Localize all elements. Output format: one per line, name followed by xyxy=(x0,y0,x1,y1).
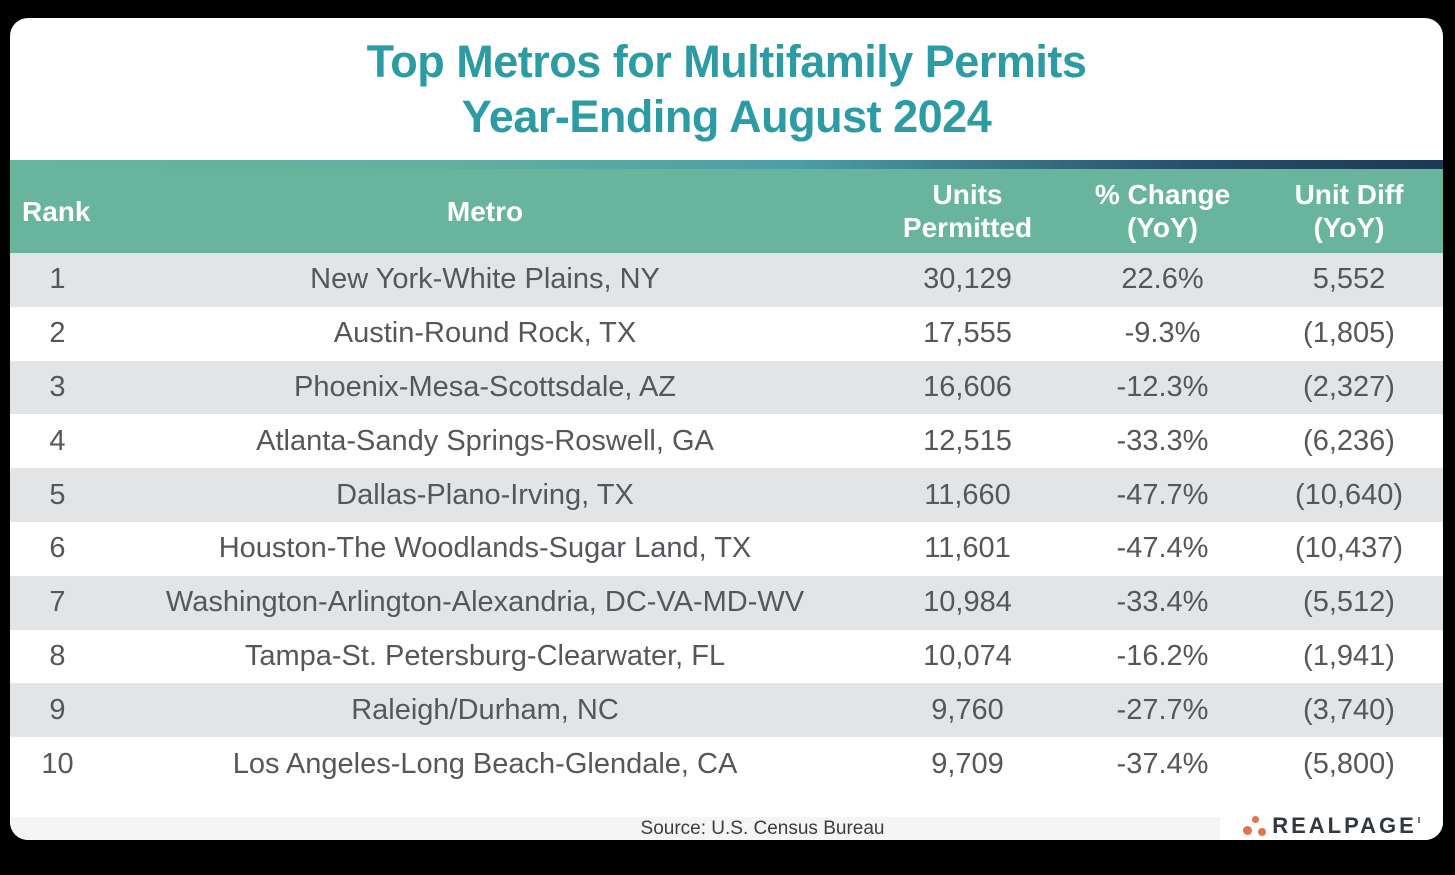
logo-dot-top xyxy=(1252,815,1260,823)
cell-rank: 7 xyxy=(49,586,66,619)
page-title: Top Metros for Multifamily Permits Year-… xyxy=(10,18,1443,160)
column-header-change-line2: (YoY) xyxy=(1126,212,1199,243)
cell-rank: 8 xyxy=(49,639,66,672)
cell-unit-diff: (5,800) xyxy=(1303,747,1395,780)
cell-rank: 9 xyxy=(49,693,66,726)
cell-pct-change: -33.3% xyxy=(1116,424,1209,457)
logo-dot-bottom-left xyxy=(1243,825,1253,835)
cell-units-permitted: 17,555 xyxy=(923,317,1012,350)
cell-unit-diff: (1,805) xyxy=(1303,317,1395,350)
column-header-units-permitted: Units Permitted xyxy=(865,178,1070,244)
column-header-unit-diff: Unit Diff (YoY) xyxy=(1255,178,1443,244)
cell-units-permitted: 11,601 xyxy=(924,532,1011,565)
cell-pct-change: -12.3% xyxy=(1116,370,1209,403)
title-line-2: Year-Ending August 2024 xyxy=(461,91,992,142)
cell-metro: Tampa-St. Petersburg-Clearwater, FL xyxy=(244,639,726,672)
cell-metro: Dallas-Plano-Irving, TX xyxy=(336,478,634,511)
cell-pct-change: -33.4% xyxy=(1116,586,1209,619)
infographic-card: Top Metros for Multifamily Permits Year-… xyxy=(10,18,1443,840)
cell-pct-change: -47.4% xyxy=(1116,532,1209,565)
cell-units-permitted: 9,709 xyxy=(931,747,1004,780)
table-row: 3 Phoenix-Mesa-Scottsdale, AZ 16,606 -12… xyxy=(10,360,1443,415)
cell-unit-diff: (1,941) xyxy=(1303,639,1395,672)
column-header-rank: Rank xyxy=(22,195,91,227)
column-header-units-line1: Units xyxy=(932,179,1003,210)
cell-unit-diff: (10,437) xyxy=(1294,532,1403,565)
table-body: 1 New York-White Plains, NY 30,129 22.6%… xyxy=(10,253,1443,791)
cell-unit-diff: (2,327) xyxy=(1303,370,1395,403)
cell-metro: Phoenix-Mesa-Scottsdale, AZ xyxy=(293,370,676,403)
column-header-diff-line2: (YoY) xyxy=(1313,212,1385,243)
table-row: 4 Atlanta-Sandy Springs-Roswell, GA 12,5… xyxy=(10,414,1443,468)
realpage-logo: REALPAGE xyxy=(1220,811,1443,840)
cell-rank: 6 xyxy=(49,532,66,565)
realpage-wordmark-text: REALPAGE xyxy=(1272,812,1417,838)
cell-metro: New York-White Plains, NY xyxy=(310,263,660,296)
cell-pct-change: -27.7% xyxy=(1116,693,1209,726)
cell-pct-change: -47.7% xyxy=(1116,478,1209,511)
column-header-units-line2: Permitted xyxy=(902,212,1033,243)
table-row: 6 Houston-The Woodlands-Sugar Land, TX 1… xyxy=(10,522,1443,576)
cell-unit-diff: (6,236) xyxy=(1303,424,1395,457)
cell-metro: Atlanta-Sandy Springs-Roswell, GA xyxy=(256,424,714,457)
cell-rank: 5 xyxy=(49,478,66,511)
table-row: 2 Austin-Round Rock, TX 17,555 -9.3% (1,… xyxy=(10,307,1443,361)
cell-rank: 1 xyxy=(49,263,66,296)
source-bar: Source: U.S. Census Bureau REALPAGE xyxy=(10,811,1443,840)
cell-units-permitted: 10,074 xyxy=(923,639,1012,672)
cell-pct-change: -9.3% xyxy=(1124,317,1201,350)
column-header-change-line1: % Change xyxy=(1094,179,1231,210)
table-header-row: Rank Metro Units Permitted % Change (YoY… xyxy=(10,169,1443,253)
cell-pct-change: -37.4% xyxy=(1116,747,1209,780)
footer-gap xyxy=(10,791,1443,817)
table-row: 1 New York-White Plains, NY 30,129 22.6%… xyxy=(10,253,1443,307)
realpage-dots-icon xyxy=(1243,815,1267,836)
cell-units-permitted: 30,129 xyxy=(923,263,1012,296)
cell-metro: Houston-The Woodlands-Sugar Land, TX xyxy=(218,532,752,565)
cell-unit-diff: 5,552 xyxy=(1312,263,1386,296)
table-row: 9 Raleigh/Durham, NC 9,760 -27.7% (3,740… xyxy=(10,683,1443,738)
cell-units-permitted: 9,760 xyxy=(931,693,1004,726)
cell-unit-diff: (5,512) xyxy=(1303,586,1395,619)
cell-metro: Los Angeles-Long Beach-Glendale, CA xyxy=(232,747,738,780)
cell-rank: 2 xyxy=(49,317,66,350)
cell-rank: 4 xyxy=(49,424,66,457)
trademark-icon xyxy=(1417,816,1420,823)
column-header-diff-line1: Unit Diff xyxy=(1294,179,1404,210)
cell-units-permitted: 10,984 xyxy=(923,586,1012,619)
title-line-1: Top Metros for Multifamily Permits xyxy=(366,36,1087,87)
logo-dot-bottom-right xyxy=(1258,827,1267,836)
table-row: 5 Dallas-Plano-Irving, TX 11,660 -47.7% … xyxy=(10,468,1443,522)
table-row: 7 Washington-Arlington-Alexandria, DC-VA… xyxy=(10,575,1443,630)
gradient-divider xyxy=(10,160,1443,169)
realpage-wordmark: REALPAGE xyxy=(1272,812,1420,838)
column-header-pct-change: % Change (YoY) xyxy=(1070,178,1255,244)
cell-pct-change: -16.2% xyxy=(1116,639,1209,672)
cell-units-permitted: 16,606 xyxy=(923,370,1012,403)
cell-unit-diff: (10,640) xyxy=(1294,478,1403,511)
table-row: 10 Los Angeles-Long Beach-Glendale, CA 9… xyxy=(10,737,1443,791)
cell-pct-change: 22.6% xyxy=(1121,263,1204,296)
cell-units-permitted: 11,660 xyxy=(924,478,1011,511)
table-row: 8 Tampa-St. Petersburg-Clearwater, FL 10… xyxy=(10,630,1443,684)
column-header-metro: Metro xyxy=(446,195,524,227)
cell-rank: 10 xyxy=(41,747,74,780)
cell-metro: Washington-Arlington-Alexandria, DC-VA-M… xyxy=(165,586,805,619)
cell-metro: Raleigh/Durham, NC xyxy=(351,693,619,726)
source-attribution: Source: U.S. Census Bureau xyxy=(640,817,885,839)
cell-unit-diff: (3,740) xyxy=(1303,693,1395,726)
cell-metro: Austin-Round Rock, TX xyxy=(333,317,637,350)
cell-units-permitted: 12,515 xyxy=(923,424,1012,457)
cell-rank: 3 xyxy=(49,370,66,403)
